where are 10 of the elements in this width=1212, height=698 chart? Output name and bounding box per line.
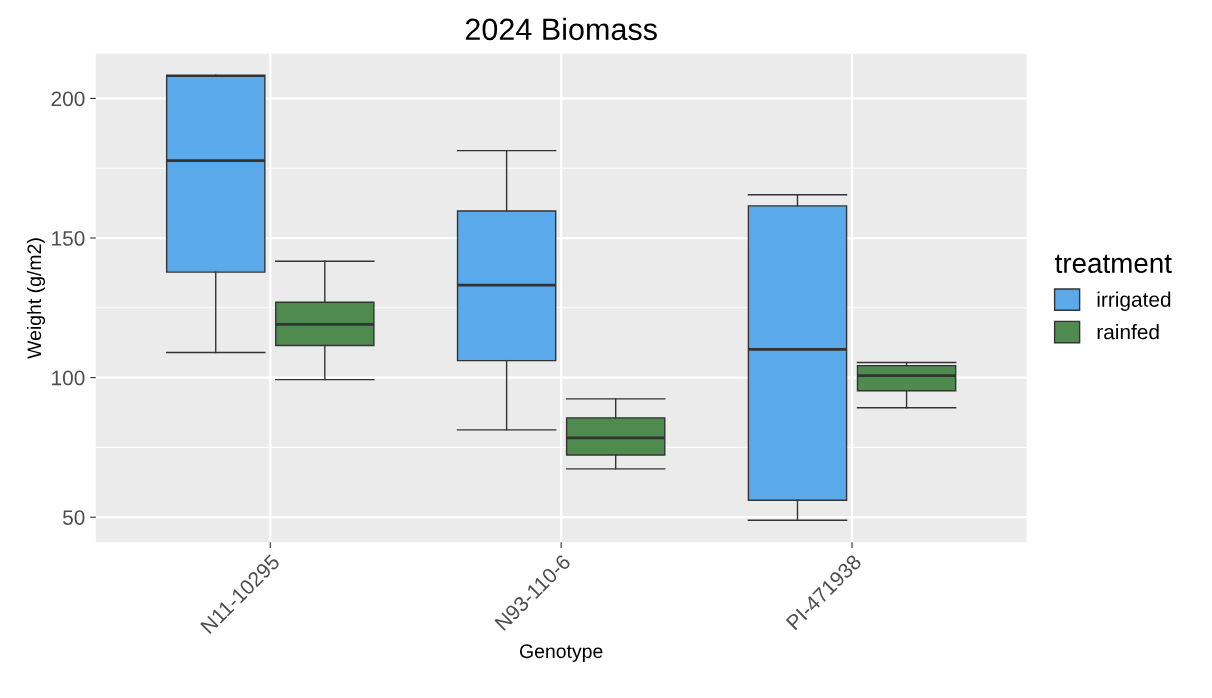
legend-label: irrigated [1097,291,1171,311]
y-tick-label: 200 [51,91,85,107]
x-axis-title: Genotype [519,644,603,662]
y-tick-label: 100 [52,370,85,386]
y-axis-title: Weight (g/m2) [26,238,46,359]
y-tick-label: 50 [62,510,85,525]
legend-title: treatment [1055,254,1172,274]
chart-title: 2024 Biomass [465,17,657,41]
y-tick-label: 150 [52,231,85,246]
legend-label: rainfed [1097,324,1159,340]
